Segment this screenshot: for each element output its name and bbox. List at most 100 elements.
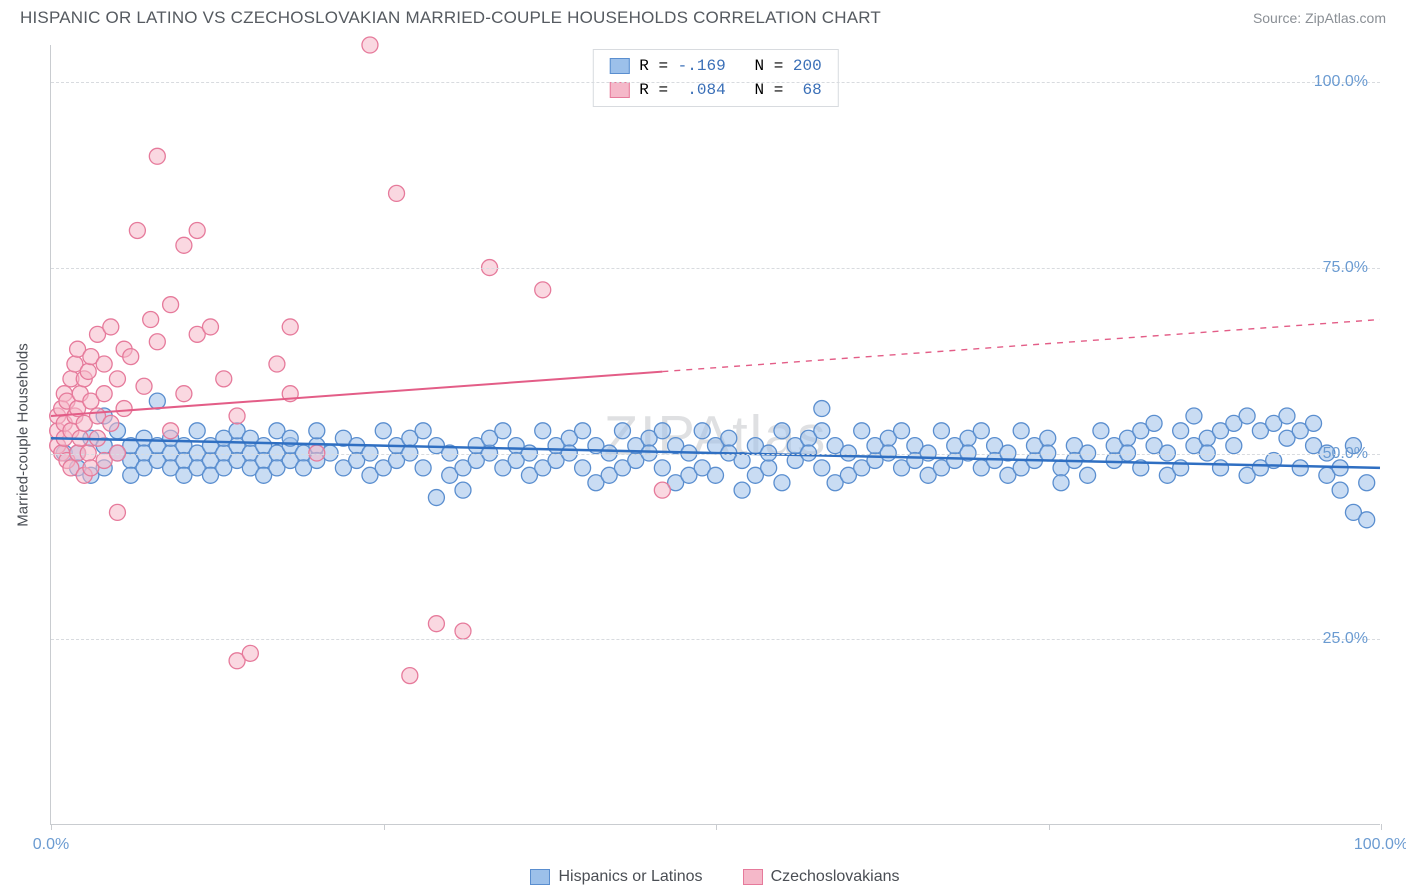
- scatter-point: [428, 490, 444, 506]
- stats-legend-text: R = -.169 N = 200: [639, 54, 821, 78]
- scatter-point: [933, 423, 949, 439]
- scatter-point: [1306, 415, 1322, 431]
- chart-title: HISPANIC OR LATINO VS CZECHOSLOVAKIAN MA…: [20, 8, 881, 28]
- scatter-point: [143, 312, 159, 328]
- scatter-point: [1146, 415, 1162, 431]
- scatter-svg: [51, 45, 1380, 824]
- scatter-point: [375, 423, 391, 439]
- legend-swatch: [609, 58, 629, 74]
- scatter-point: [455, 482, 471, 498]
- scatter-point: [1359, 475, 1375, 491]
- x-tick-label: 0.0%: [33, 836, 69, 854]
- scatter-point: [575, 460, 591, 476]
- scatter-point: [149, 334, 165, 350]
- chart-plot-area: Married-couple Households ZIPAtlas R = -…: [50, 45, 1380, 825]
- grid-line: [51, 82, 1380, 83]
- scatter-point: [309, 423, 325, 439]
- scatter-point: [103, 415, 119, 431]
- scatter-point: [1239, 408, 1255, 424]
- x-tick: [716, 824, 717, 830]
- scatter-point: [163, 423, 179, 439]
- scatter-point: [202, 319, 218, 335]
- scatter-point: [402, 668, 418, 684]
- scatter-point: [1093, 423, 1109, 439]
- scatter-point: [973, 423, 989, 439]
- scatter-point: [495, 423, 511, 439]
- trend-line-dashed: [662, 320, 1380, 372]
- y-tick-label: 25.0%: [1323, 630, 1368, 648]
- scatter-point: [654, 423, 670, 439]
- scatter-point: [575, 423, 591, 439]
- scatter-point: [1053, 475, 1069, 491]
- scatter-point: [535, 423, 551, 439]
- scatter-point: [535, 282, 551, 298]
- scatter-point: [189, 423, 205, 439]
- scatter-point: [269, 356, 285, 372]
- y-tick-label: 75.0%: [1323, 259, 1368, 277]
- scatter-point: [123, 349, 139, 365]
- scatter-point: [1040, 430, 1056, 446]
- legend-swatch: [530, 869, 550, 885]
- scatter-point: [694, 423, 710, 439]
- scatter-point: [814, 423, 830, 439]
- scatter-point: [1292, 460, 1308, 476]
- scatter-point: [96, 356, 112, 372]
- scatter-point: [614, 423, 630, 439]
- scatter-point: [1359, 512, 1375, 528]
- scatter-point: [1173, 423, 1189, 439]
- scatter-point: [389, 185, 405, 201]
- grid-line: [51, 454, 1380, 455]
- stats-legend: R = -.169 N = 200R = .084 N = 68: [592, 49, 838, 107]
- scatter-point: [455, 623, 471, 639]
- legend-swatch: [743, 869, 763, 885]
- scatter-point: [1013, 423, 1029, 439]
- scatter-point: [1279, 408, 1295, 424]
- scatter-point: [116, 401, 132, 417]
- stats-legend-row: R = -.169 N = 200: [609, 54, 821, 78]
- y-tick-label: 100.0%: [1314, 73, 1368, 91]
- scatter-point: [176, 386, 192, 402]
- scatter-point: [774, 423, 790, 439]
- series-legend-item: Hispanics or Latinos: [530, 868, 702, 886]
- scatter-point: [242, 645, 258, 661]
- scatter-point: [80, 363, 96, 379]
- series-legend-item: Czechoslovakians: [743, 868, 900, 886]
- scatter-point: [1332, 482, 1348, 498]
- scatter-point: [149, 393, 165, 409]
- y-tick-label: 50.0%: [1323, 445, 1368, 463]
- scatter-point: [1186, 408, 1202, 424]
- series-legend: Hispanics or Latinos Czechoslovakians: [50, 868, 1380, 886]
- x-tick: [1381, 824, 1382, 830]
- source-label: Source: ZipAtlas.com: [1253, 10, 1386, 26]
- scatter-point: [1226, 438, 1242, 454]
- grid-line: [51, 268, 1380, 269]
- scatter-point: [109, 371, 125, 387]
- x-tick: [384, 824, 385, 830]
- scatter-point: [103, 319, 119, 335]
- scatter-point: [176, 237, 192, 253]
- x-tick-label: 100.0%: [1354, 836, 1406, 854]
- scatter-point: [216, 371, 232, 387]
- scatter-point: [428, 616, 444, 632]
- scatter-point: [814, 460, 830, 476]
- scatter-point: [163, 297, 179, 313]
- series-legend-label: Hispanics or Latinos: [558, 868, 702, 886]
- scatter-point: [721, 430, 737, 446]
- scatter-point: [774, 475, 790, 491]
- scatter-point: [129, 222, 145, 238]
- series-legend-label: Czechoslovakians: [771, 868, 900, 886]
- grid-line: [51, 639, 1380, 640]
- scatter-point: [814, 401, 830, 417]
- legend-swatch: [609, 82, 629, 98]
- scatter-point: [1080, 467, 1096, 483]
- scatter-point: [1213, 460, 1229, 476]
- scatter-point: [149, 148, 165, 164]
- scatter-point: [362, 37, 378, 53]
- x-tick: [51, 824, 52, 830]
- scatter-point: [415, 460, 431, 476]
- scatter-point: [708, 467, 724, 483]
- scatter-point: [96, 386, 112, 402]
- scatter-point: [229, 408, 245, 424]
- scatter-point: [282, 319, 298, 335]
- scatter-point: [189, 222, 205, 238]
